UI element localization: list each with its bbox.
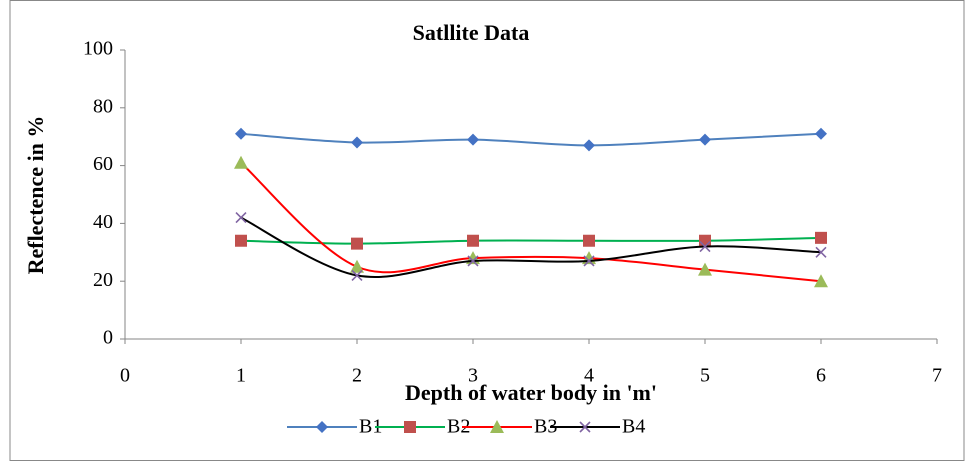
marker bbox=[235, 212, 247, 224]
marker bbox=[351, 237, 363, 250]
legend: B1 B2 B3 B4 bbox=[287, 416, 645, 438]
legend-item: B1 bbox=[287, 416, 382, 438]
series-line bbox=[240, 236, 822, 245]
marker bbox=[814, 274, 828, 288]
y-tick-label: 0 bbox=[103, 327, 113, 349]
marker bbox=[699, 133, 711, 146]
legend-item: B2 bbox=[375, 416, 470, 438]
y-tick-label: 40 bbox=[93, 211, 113, 233]
y-tick-label: 80 bbox=[93, 95, 113, 117]
legend-label: B3 bbox=[534, 416, 557, 438]
marker bbox=[235, 234, 247, 247]
marker bbox=[234, 155, 248, 169]
marker bbox=[583, 139, 595, 152]
marker bbox=[815, 231, 827, 244]
marker bbox=[490, 420, 504, 433]
legend-label: B4 bbox=[622, 416, 645, 438]
y-tick-label: 100 bbox=[83, 38, 113, 60]
x-tick-label: 3 bbox=[468, 365, 478, 387]
legend-item: B3 bbox=[462, 416, 557, 438]
marker bbox=[467, 255, 479, 267]
chart-title: Satllite Data bbox=[413, 20, 530, 45]
marker bbox=[467, 234, 479, 247]
marker bbox=[235, 127, 247, 140]
x-tick-label: 7 bbox=[932, 365, 942, 387]
marker bbox=[699, 234, 711, 247]
x-tick-label: 5 bbox=[700, 365, 710, 387]
marker bbox=[316, 421, 328, 433]
x-tick-label: 6 bbox=[816, 365, 826, 387]
x-tick-label: 0 bbox=[120, 365, 130, 387]
y-axis-title: Reflectence in % bbox=[23, 116, 48, 275]
series-line bbox=[240, 132, 822, 147]
legend-label: B2 bbox=[447, 416, 470, 438]
x-tick-label: 1 bbox=[236, 365, 246, 387]
marker bbox=[698, 262, 712, 276]
marker bbox=[699, 240, 711, 253]
marker bbox=[404, 421, 416, 433]
series-line bbox=[240, 161, 822, 283]
legend-label: B1 bbox=[359, 416, 382, 438]
legend-item: B4 bbox=[550, 416, 645, 438]
marker bbox=[815, 246, 827, 258]
marker bbox=[351, 136, 363, 149]
marker bbox=[815, 127, 827, 140]
y-tick-label: 20 bbox=[93, 269, 113, 291]
series bbox=[235, 231, 827, 250]
x-tick-label: 2 bbox=[352, 365, 362, 387]
series bbox=[235, 212, 827, 281]
series bbox=[235, 127, 827, 152]
x-axis-title: Depth of water body in 'm' bbox=[405, 380, 657, 405]
series-line bbox=[240, 216, 822, 279]
marker bbox=[579, 421, 591, 433]
marker bbox=[351, 269, 363, 281]
x-tick-label: 4 bbox=[584, 365, 594, 387]
marker bbox=[583, 255, 595, 267]
marker bbox=[350, 259, 364, 273]
y-tick-label: 60 bbox=[93, 153, 113, 175]
marker bbox=[583, 234, 595, 247]
chart-frame bbox=[9, 0, 965, 461]
marker bbox=[467, 133, 479, 146]
